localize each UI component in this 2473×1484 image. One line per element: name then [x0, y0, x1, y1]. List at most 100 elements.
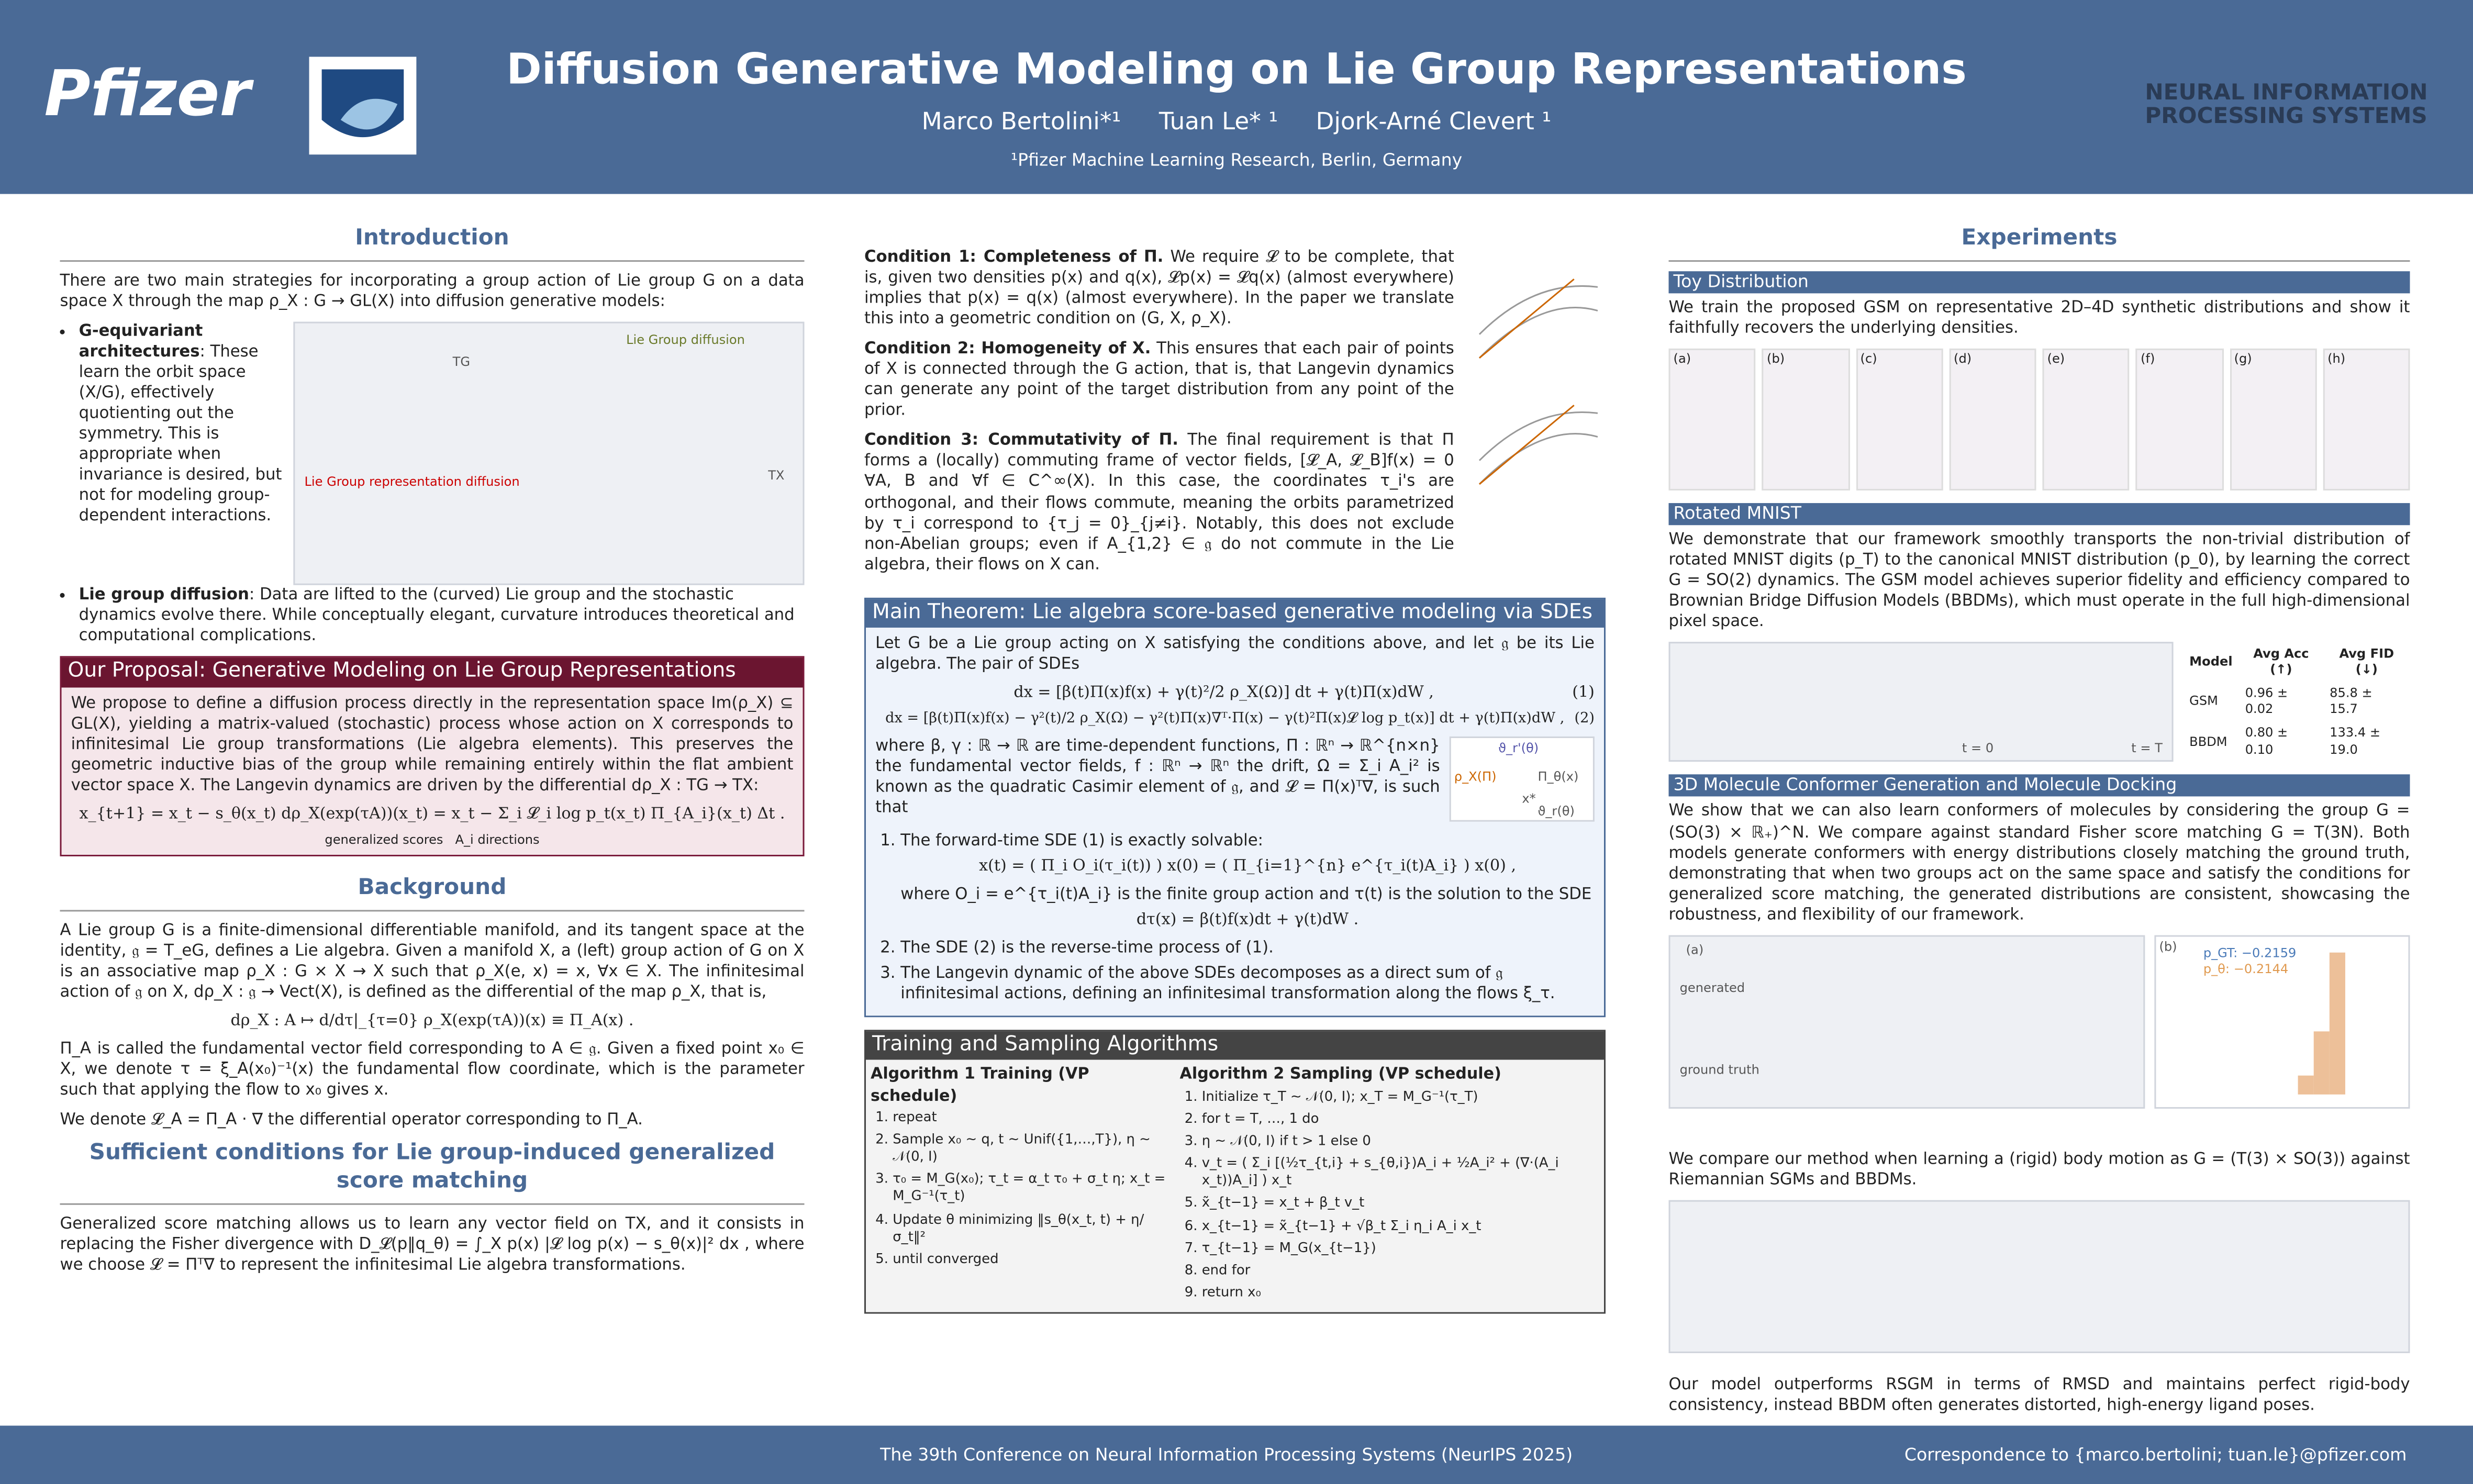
- intro-row: G-equivariant architectures: These learn…: [60, 321, 805, 585]
- text: x*: [1522, 791, 1536, 806]
- toy-panel: (d): [1949, 349, 2036, 491]
- line: [1479, 405, 1575, 485]
- theorem-box: Main Theorem: Lie algebra score-based ge…: [864, 597, 1606, 1017]
- panel-label: (e): [2047, 352, 2065, 366]
- panel-label: (b): [1767, 352, 1785, 366]
- text: Generalized score matching allows us to …: [60, 1215, 805, 1275]
- text: dx = [β(t)Π(x)f(x) + γ(t)²/2 ρ_X(Ω)] dt …: [1013, 685, 1434, 702]
- algorithm-line: η ∼ 𝒩(0, I) if t > 1 else 0: [1202, 1134, 1599, 1152]
- algorithm-line: end for: [1202, 1263, 1599, 1281]
- table-cell: GSM: [2189, 694, 2218, 709]
- footer: The 39th Conference on Neural Informatio…: [0, 1425, 2473, 1484]
- line: [1479, 278, 1575, 359]
- text: TX: [768, 468, 785, 483]
- column-middle: Condition 1: Completeness of Π. We requi…: [864, 248, 1606, 1314]
- algorithm-line: repeat: [893, 1110, 1170, 1128]
- text: (a): [1686, 942, 1704, 957]
- text: Condition 1: Completeness of Π.: [864, 249, 1164, 267]
- text: : Data are lifted to the (curved) Lie gr…: [79, 586, 795, 645]
- flow-figure: ϑ_r'(θ) ρ_X(Π) Π_θ(x) x* ϑ_r(θ): [1449, 736, 1595, 821]
- text: A Lie group G is a finite-dimensional di…: [60, 922, 805, 1002]
- li: Lie group diffusion: Data are lifted to …: [79, 585, 805, 647]
- tr: GSM 0.96 ± 0.02 85.8 ± 15.7: [2183, 683, 2410, 722]
- div: We propose to define a diffusion process…: [61, 687, 803, 855]
- histogram-shape: [2298, 952, 2345, 1095]
- algorithm-line: Initialize τ_T ∼ 𝒩(0, I); x_T = M_G⁻¹(τ_…: [1202, 1089, 1599, 1107]
- text: x(t) = ( Π_i O_i(τ_i(t)) ) x(0) = ( Π_{i…: [979, 857, 1517, 875]
- text: dρ_X : A ↦ d/dτ|_{τ=0} ρ_X(exp(τA))(x) ≡…: [230, 1012, 634, 1030]
- text: Experiments: [1668, 226, 2410, 262]
- table-cell: BBDM: [2189, 734, 2227, 749]
- molecule-figure: (a) generated ground truth: [1668, 934, 2145, 1109]
- text: Condition 3: Commutativity of Π.: [864, 432, 1178, 450]
- tbody: Model Avg Acc (↑) Avg FID (↓) GSM 0.96 ± 0.0…: [2183, 642, 2410, 762]
- text: We require 𝓛 to be complete, that is, gi…: [864, 249, 1454, 329]
- panel-label: (d): [1954, 352, 1972, 366]
- text: ϑ_r(θ): [1538, 804, 1575, 818]
- algorithm-line: τ₀ = M_G(x₀); τ_t = α_t τ₀ + σ_t η; x_t …: [893, 1172, 1170, 1207]
- text: We compare our method when learning a (r…: [1668, 1151, 2410, 1189]
- toy-panel: (e): [2042, 349, 2130, 491]
- text: dx = [β(t)Π(x)f(x) − γ²(t)/2 ρ_X(Ω) − γ²…: [885, 711, 1565, 728]
- algorithm-line: τ_{t−1} = M_G(x_{t−1}): [1202, 1241, 1599, 1258]
- ol: Initialize τ_T ∼ 𝒩(0, I); x_T = M_G⁻¹(τ_…: [1180, 1089, 1599, 1303]
- algorithm-line: return x₀: [1202, 1286, 1599, 1303]
- text: Π_θ(x): [1538, 769, 1579, 784]
- text: Djork-Arné Clevert ¹: [1316, 107, 1552, 136]
- div: generalized scores A_i directions: [71, 832, 794, 849]
- ul: Lie group diffusion: Data are lifted to …: [60, 585, 804, 647]
- toy-panel: (g): [2229, 349, 2316, 491]
- results-table: Model Avg Acc (↑) Avg FID (↓) GSM 0.96 ± 0.0…: [2183, 642, 2410, 762]
- algorithm-line: v_t = ( Σ_i [(½τ_{t,i} + s_{θ,i})A_i + ½…: [1202, 1156, 1599, 1191]
- intro-figure: Lie Group diffusion Lie Group representa…: [293, 321, 805, 585]
- text: The Langevin dynamic of the above SDEs d…: [900, 963, 1595, 1005]
- panel-label: (f): [2141, 352, 2155, 366]
- logo-neurips: NEURAL INFORMATION PROCESSING SYSTEMS: [2145, 81, 2427, 131]
- text: Π_A is called the fundamental vector fie…: [60, 1041, 805, 1099]
- div: where β, γ : ℝ → ℝ are time-dependent fu…: [875, 736, 1595, 828]
- column-right: Experiments Toy Distribution We train th…: [1668, 226, 2410, 1426]
- text: Lie Group representation diffusion: [304, 474, 520, 489]
- panel-label: (g): [2234, 352, 2252, 366]
- text: Lie group diffusion: [79, 586, 249, 604]
- text: Let G be a Lie group acting on X satisfy…: [875, 636, 1595, 674]
- text: where β, γ : ℝ → ℝ are time-dependent fu…: [875, 738, 1440, 817]
- title: Diffusion Generative Modeling on Lie Gro…: [506, 46, 1967, 95]
- text: ρ_X(Π): [1454, 769, 1497, 784]
- path: [1478, 411, 1598, 461]
- p: Condition 3: Commutativity of Π. The fin…: [864, 431, 1454, 575]
- text: Condition 2: Homogeneity of X.: [864, 341, 1151, 359]
- text: generalized scores: [325, 832, 443, 847]
- algorithm-line: x̃_{t−1} = x_t + β_t v_t: [1202, 1196, 1599, 1214]
- text: Introduction: [60, 226, 805, 262]
- text: x_{t+1} = x_t − s_θ(x_t) dρ_X(exp(τA))(x…: [79, 806, 785, 823]
- text: Tuan Le* ¹: [1158, 107, 1278, 136]
- table-cell: 85.8 ± 15.7: [2330, 686, 2372, 717]
- toy-panels: (a) (b) (c) (d) (e) (f) (g) (h): [1668, 349, 2410, 491]
- algorithm-line: until converged: [893, 1252, 1170, 1270]
- div: dx = [β(t)Π(x)f(x) − γ²(t)/2 ρ_X(Ω) − γ²…: [875, 711, 1595, 730]
- text: We demonstrate that our framework smooth…: [1668, 531, 2410, 632]
- text: Our Proposal: Generative Modeling on Lie…: [61, 657, 803, 687]
- condition-figures: [1464, 248, 1606, 585]
- algorithm-line: Update θ minimizing ‖s_θ(x_t, t) + η/σ_t…: [893, 1212, 1170, 1247]
- div: Let G be a Lie group acting on X satisfy…: [866, 628, 1604, 1016]
- text: 3D Molecule Conformer Generation and Mol…: [1668, 775, 2410, 797]
- text: Rotated MNIST: [1668, 503, 2410, 526]
- text: The forward-time SDE (1) is exactly solv…: [900, 832, 1263, 850]
- text: p_θ: −0.2144: [2203, 962, 2289, 976]
- li: The forward-time SDE (1) is exactly solv…: [900, 831, 1595, 931]
- text: Our model outperforms RSGM in terms of R…: [1668, 1376, 2410, 1415]
- text: G-equivariant architectures: [79, 323, 203, 362]
- logo-shield: [309, 57, 417, 155]
- text: where O_i = e^{τ_i(t)A_i} is the finite …: [900, 886, 1592, 903]
- div: Algorithm 1 Training (VP schedule) repeat…: [866, 1060, 1604, 1313]
- toy-panel: (h): [2323, 349, 2410, 491]
- text: We show that we can also learn conformer…: [1668, 803, 2410, 924]
- p: Condition 2: Homogeneity of X. This ensu…: [864, 339, 1454, 421]
- text: ground truth: [1679, 1062, 1759, 1077]
- text: (2): [1574, 711, 1595, 728]
- toy-panel: (a): [1668, 349, 1756, 491]
- panel-label: (h): [2327, 352, 2346, 366]
